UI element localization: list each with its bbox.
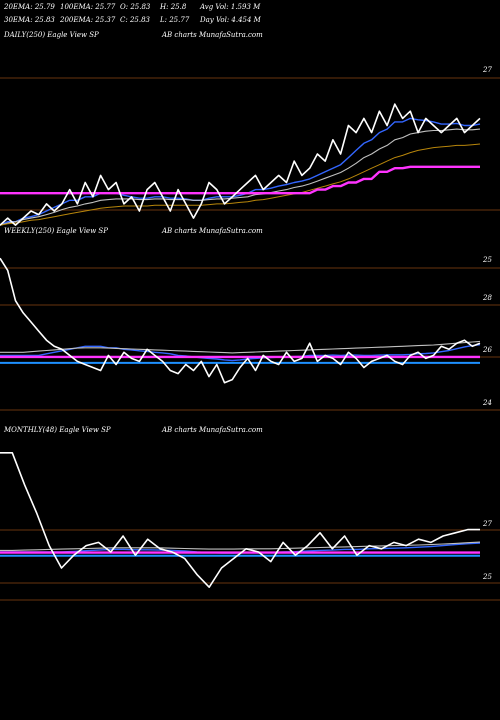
weekly-panel-label: WEEKLY(250) Eagle View SP	[4, 227, 108, 235]
monthly-tick-25: 25	[482, 573, 492, 581]
stat-close: C: 25.83	[120, 16, 151, 24]
daily-ema-long-line	[0, 143, 481, 226]
daily-panel-source: AB charts MunafaSutra.com	[161, 31, 263, 39]
stat-high: H: 25.8	[159, 3, 187, 11]
header-stats: 20EMA: 25.79 100EMA: 25.77 O: 25.83 H: 2…	[3, 3, 262, 24]
series-layer	[0, 77, 500, 601]
daily-panel-label: DAILY(250) Eagle View SP	[3, 31, 99, 39]
daily-tick-27: 27	[482, 66, 492, 74]
weekly-ema-slow-line	[0, 340, 481, 354]
stat-200ema: 200EMA: 25.37	[59, 16, 116, 24]
weekly-price-line	[0, 257, 481, 384]
daily-ema-200-line	[0, 165, 480, 195]
weekly-ema-fast-line	[0, 344, 481, 362]
stat-day-vol: Day Vol: 4.454 M	[199, 16, 262, 24]
daily-price-line	[0, 103, 481, 226]
weekly-tick-28: 28	[482, 294, 492, 302]
stat-100ema: 100EMA: 25.77	[60, 3, 116, 11]
monthly-panel-source: AB charts MunafaSutra.com	[161, 426, 263, 434]
stat-20ema: 20EMA: 25.79	[3, 3, 55, 11]
weekly-tick-24: 24	[482, 399, 492, 407]
stat-30ema: 30EMA: 25.83	[4, 16, 55, 24]
daily-ema-fast-line	[0, 117, 481, 226]
stat-low: L: 25.77	[159, 16, 190, 24]
weekly-tick-26: 26	[482, 346, 492, 354]
stat-open: O: 25.83	[120, 3, 151, 11]
monthly-tick-27: 27	[482, 520, 492, 528]
monthly-ema-slow-line	[0, 541, 481, 551]
daily-ema-slow-line	[0, 128, 481, 226]
weekly-panel-source: AB charts MunafaSutra.com	[161, 227, 263, 235]
daily-tick-25: 25	[482, 256, 492, 264]
stat-avg-vol: Avg Vol: 1.593 M	[199, 3, 261, 11]
monthly-panel-label: MONTHLY(48) Eagle View SP	[3, 426, 111, 434]
monthly-price-line	[0, 451, 480, 589]
